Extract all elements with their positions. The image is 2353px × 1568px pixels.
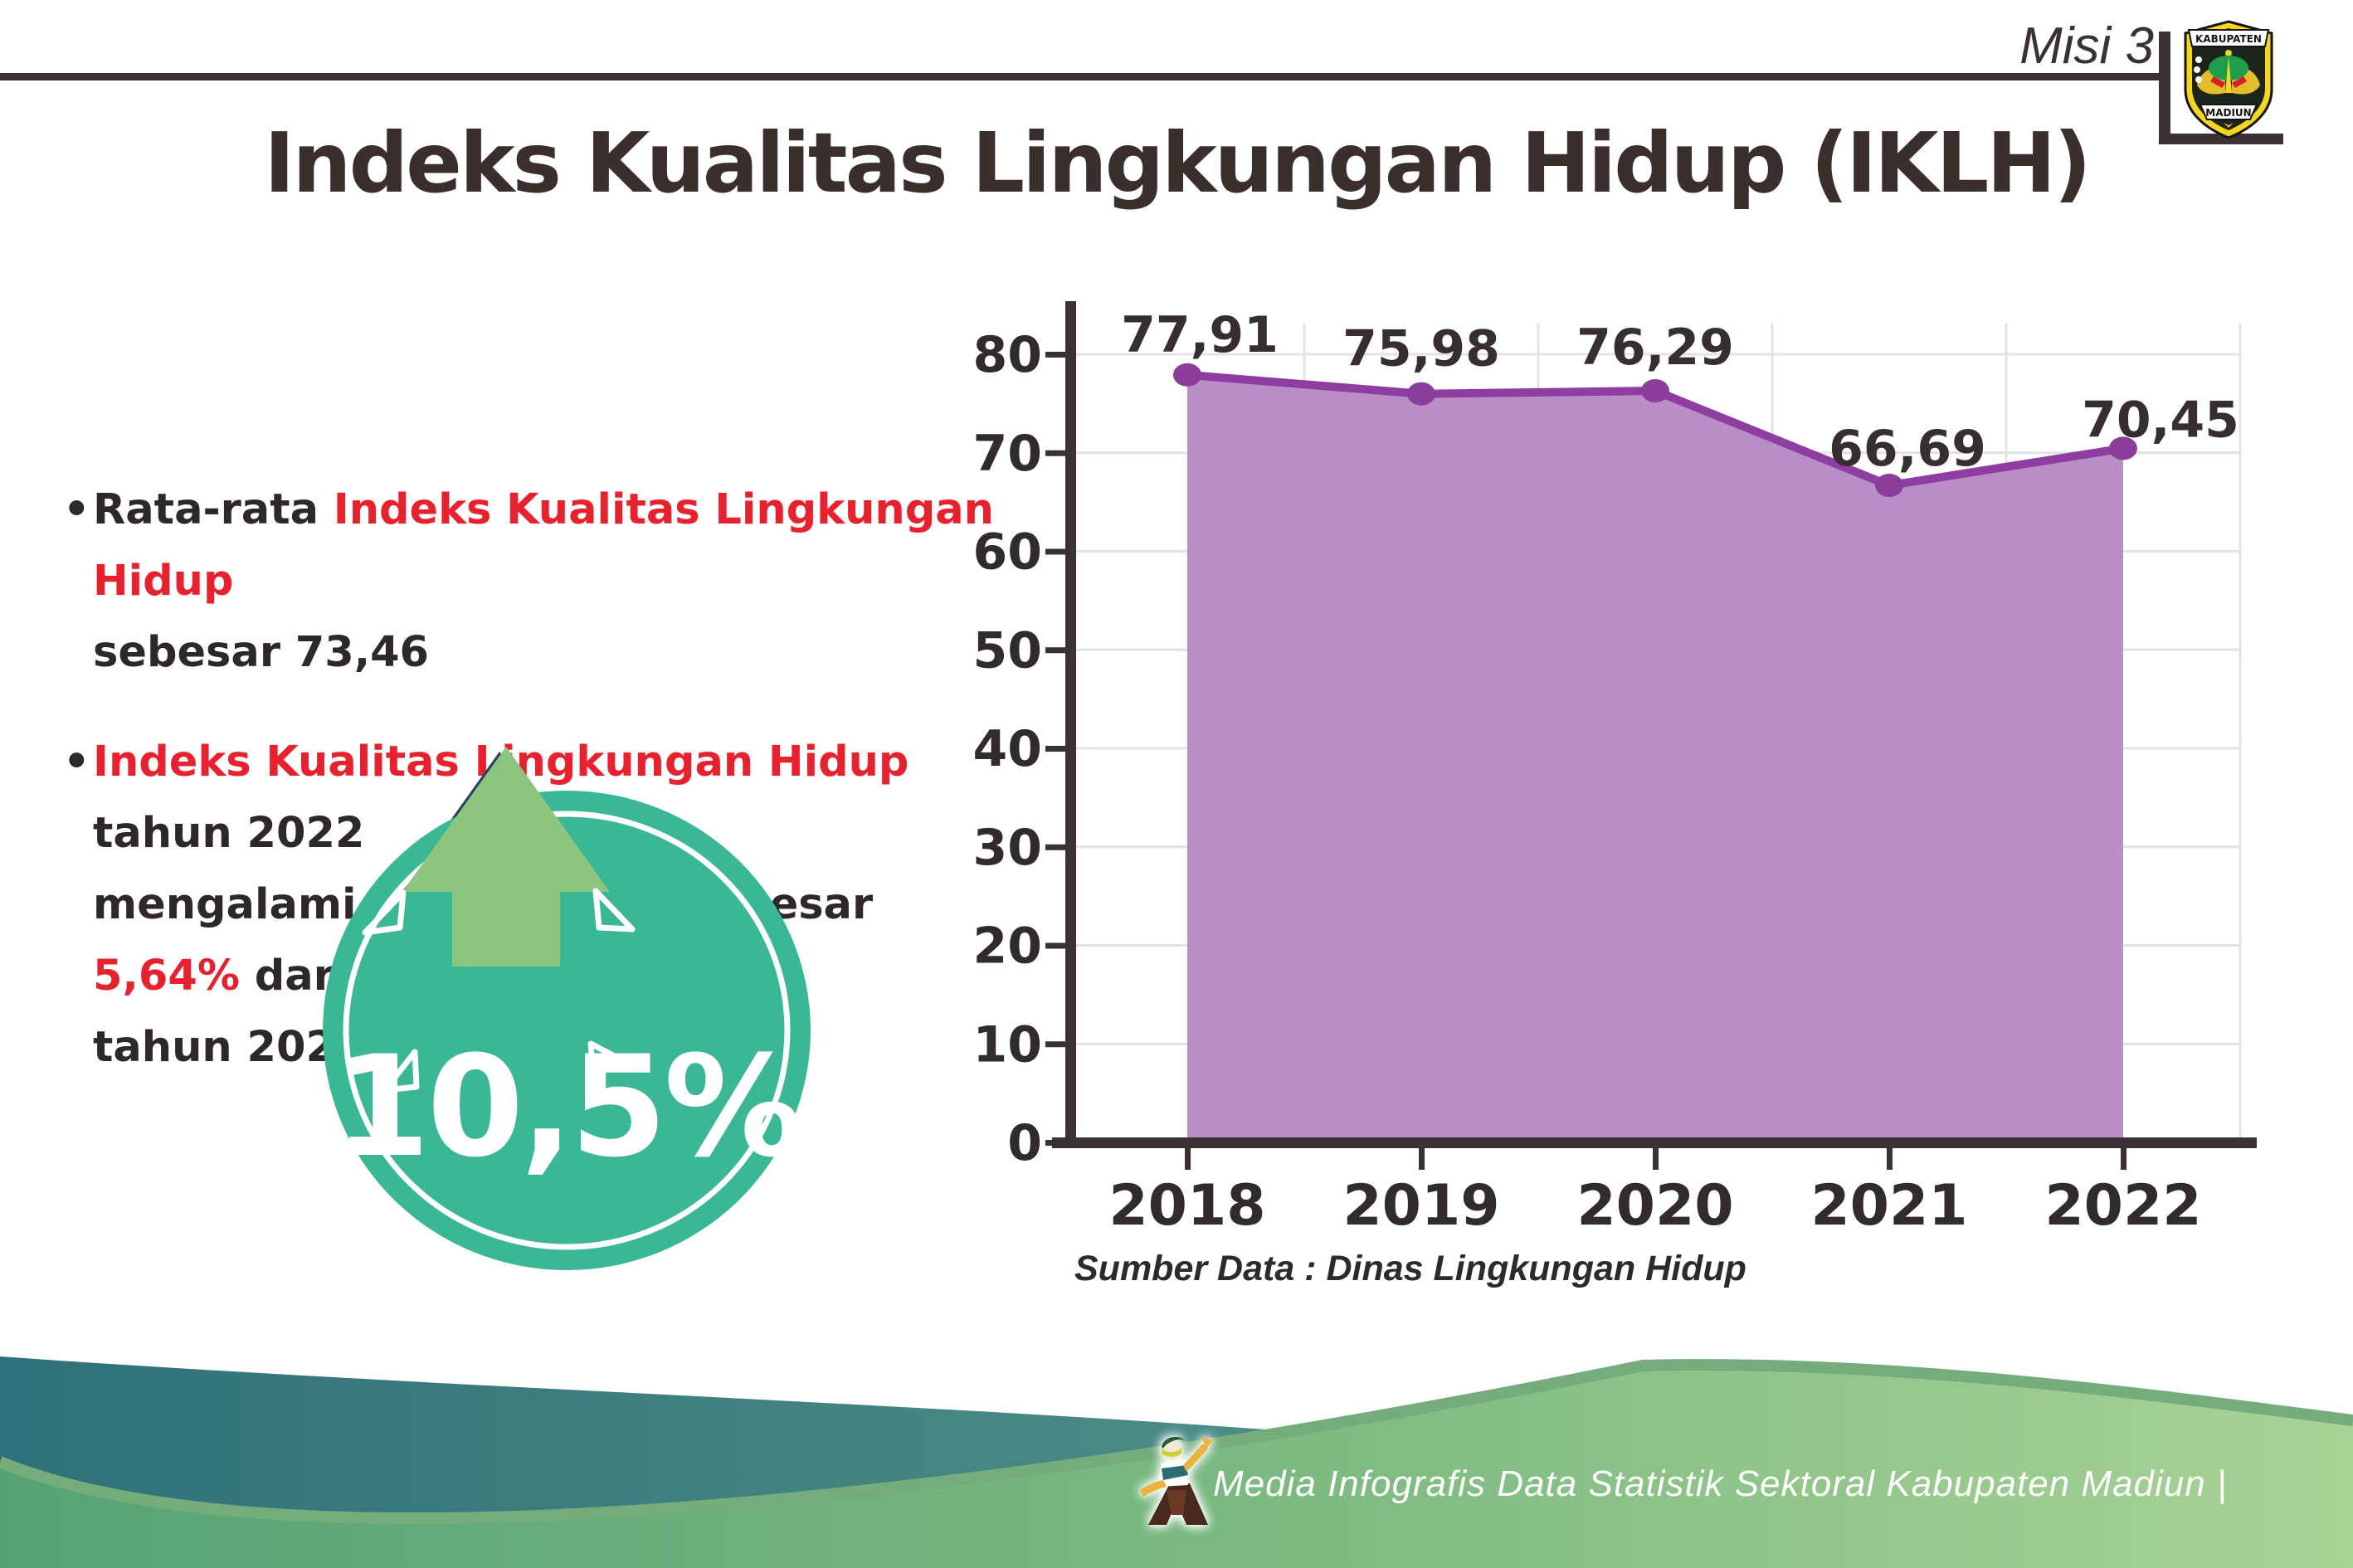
data-point [1875, 474, 1903, 498]
badge-ring [343, 811, 791, 1250]
data-point [1407, 382, 1435, 406]
logo-frame-horizontal [2159, 134, 2283, 144]
text-segment: tahun 2022 [93, 809, 365, 858]
logo-tree-canopy [2210, 70, 2247, 79]
logo-bottom-emblem [2224, 123, 2234, 128]
y-tick-label: 0 [1007, 1114, 1042, 1172]
mascot-headband [1162, 1447, 1181, 1457]
misi-label: Misi 3 [2019, 17, 2154, 75]
mascot-arm-left [1140, 1480, 1167, 1497]
y-tick [1045, 647, 1065, 654]
bullet-item: Rata-rata Indeks Kualitas Lingkungan Hid… [63, 475, 1022, 689]
data-label: 66,69 [1829, 420, 1986, 478]
x-tick-label: 2021 [1810, 1173, 1967, 1239]
x-tick [2121, 1148, 2126, 1170]
y-tick-label: 70 [973, 425, 1043, 483]
footer-credit: Media Infografis Data Statistik Sektoral… [1213, 1463, 2228, 1504]
dancer-mascot-icon [1140, 1436, 1213, 1525]
x-tick [1887, 1148, 1893, 1170]
x-tick [1419, 1148, 1425, 1170]
logo-ribbon-left [2210, 76, 2225, 88]
y-tick [1045, 548, 1065, 555]
text-segment: 5,64% [93, 952, 240, 1001]
text-segment: tahun 2021 [93, 1023, 365, 1072]
y-tick-label: 50 [973, 621, 1043, 679]
bullet-line: Rata-rata Indeks Kualitas Lingkungan Hid… [93, 475, 1022, 617]
y-tick [1045, 844, 1065, 850]
text-segment: sebesar 73,46 [93, 628, 430, 677]
page-title: Indeks Kualitas Lingkungan Hidup (IKLH) [264, 114, 2092, 212]
mascot-arm-right [1183, 1444, 1208, 1472]
y-tick-label: 60 [973, 523, 1043, 582]
data-label: 75,98 [1342, 320, 1500, 378]
x-tick-label: 2019 [1342, 1173, 1499, 1239]
x-tick-label: 2018 [1108, 1173, 1265, 1239]
header-rule [0, 73, 2161, 80]
y-tick [1045, 450, 1065, 456]
text-segment: Rata-rata [93, 485, 334, 534]
mascot-skirt-center [1167, 1490, 1186, 1515]
y-tick [1045, 942, 1065, 949]
y-tick-label: 40 [973, 720, 1043, 778]
y-axis [1065, 301, 1076, 1144]
series-area [1187, 374, 2123, 1143]
up-arrow-icon [402, 747, 610, 967]
x-axis [1052, 1137, 2257, 1148]
sparkle-triangle-upper-right [592, 888, 636, 933]
logo-banner-top [2187, 29, 2270, 47]
text-segment: mengalami [93, 880, 372, 929]
logo-banner-bottom [2199, 104, 2258, 120]
logo-cotton-3 [2195, 76, 2202, 83]
sparkle-triangle-upper-left [362, 889, 407, 936]
sparkle-triangle-lower-left [382, 1049, 420, 1093]
source-note: Sumber Data : Dinas Lingkungan Hidup [1074, 1249, 1746, 1288]
logo-cotton-1 [2195, 56, 2202, 63]
mascot-flag [1201, 1437, 1213, 1449]
x-tick [1653, 1148, 1659, 1170]
logo-star [2225, 50, 2232, 56]
logo-cotton-2 [2194, 66, 2200, 73]
x-tick-label: 2022 [2044, 1173, 2201, 1239]
y-tick [1045, 1041, 1065, 1048]
bullet-line: sebesar 73,46 [93, 617, 1022, 689]
data-label: 70,45 [2082, 391, 2239, 449]
y-tick-label: 30 [973, 819, 1043, 877]
logo-ribbon-right [2232, 76, 2247, 88]
y-tick [1045, 1140, 1065, 1146]
data-label: 77,91 [1121, 306, 1279, 364]
y-tick [1045, 746, 1065, 752]
data-point [1641, 379, 1669, 403]
y-tick-label: 20 [973, 918, 1043, 976]
increase-badge: 10,5% [323, 747, 811, 1270]
data-label: 76,29 [1576, 319, 1734, 377]
x-tick-label: 2020 [1576, 1173, 1733, 1239]
y-tick-label: 10 [973, 1015, 1043, 1074]
logo-frame-vertical [2159, 32, 2170, 144]
sparkle-triangle-lower-right [587, 1040, 629, 1069]
data-point [2109, 436, 2137, 460]
text-segment: Indeks Kualitas Lingkungan Hidup [93, 485, 994, 606]
wave-edge [0, 1359, 2353, 1525]
logo-banner-top-text: KABUPATEN [2195, 33, 2262, 45]
iklh-chart: 77,91 75,98 76,29 66,69 70,45 0 10 20 30 40 50 60 70… [973, 301, 2257, 1239]
y-tick-label: 80 [973, 326, 1043, 384]
badge-circle [323, 791, 811, 1270]
logo-monument [2225, 56, 2232, 93]
data-point [1173, 363, 1201, 387]
bullet-line: tahun 2021 [93, 1012, 1022, 1083]
badge-value: 10,5% [334, 1025, 801, 1188]
mascot-cap [1162, 1436, 1185, 1449]
y-tick [1045, 352, 1065, 358]
x-tick [1185, 1148, 1191, 1170]
kabupaten-madiun-logo: KABUPATEN MADIUN [2184, 20, 2273, 139]
logo-banner-bottom-text: MADIUN [2205, 107, 2251, 119]
mascot-sash [1162, 1465, 1188, 1480]
